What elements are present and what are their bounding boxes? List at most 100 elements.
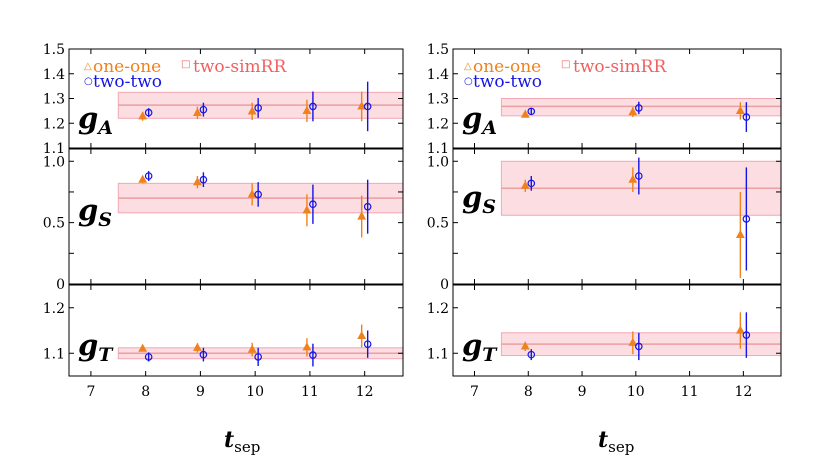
- panel-frame: [68, 148, 404, 285]
- y-tick-label: 1.1: [427, 346, 449, 362]
- data-point-one-one: [520, 109, 530, 118]
- data-point-one-one: [357, 101, 367, 110]
- legend-label-one-one: one-one: [93, 57, 161, 77]
- legend-label-two-simRR: two-simRR: [193, 57, 287, 77]
- x-tick-label: 8: [141, 384, 150, 400]
- y-tick-label: 1.2: [43, 116, 65, 132]
- panel-gS: 0 0.5 1.0: [427, 148, 782, 293]
- panel-gA: 1.1 1.2 1.3 1.4 1.5: [427, 42, 782, 157]
- data-point-one-one: [735, 325, 745, 334]
- data-point-one-one: [302, 342, 312, 351]
- data-point-one-one: [192, 342, 202, 351]
- x-tick-label: 10: [246, 384, 264, 400]
- data-point-one-one: [628, 337, 638, 346]
- x-tick-label: 11: [301, 384, 319, 400]
- data-point-two-two: [742, 215, 751, 223]
- data-point-two-two: [254, 190, 262, 199]
- panel-label-gA-left: gA: [78, 101, 113, 139]
- data-point-one-one: [247, 189, 257, 198]
- data-point-two-two: [144, 172, 153, 180]
- panel-gA: 1.1 1.2 1.3 1.4 1.5: [43, 42, 404, 157]
- legend-marker-one-one: △: [84, 61, 92, 72]
- data-point-one-one: [302, 205, 312, 214]
- y-tick-label: 1.1: [427, 141, 449, 157]
- legend-left: △ one-one □ two-simRR ○ two-two: [84, 57, 287, 92]
- legend-label-one-one: one-one: [473, 57, 541, 77]
- y-tick-label: 1.3: [43, 92, 65, 108]
- data-point-two-two: [363, 202, 372, 211]
- data-point-one-one: [192, 107, 202, 116]
- legend-marker-two-two: ○: [464, 76, 473, 87]
- y-tick-label: 0.5: [43, 216, 65, 232]
- x-tick-label: 7: [470, 384, 479, 400]
- panel-label-gS-left: gS: [78, 193, 112, 231]
- data-point-one-one: [628, 107, 638, 116]
- x-tick-label: 12: [356, 384, 374, 400]
- data-point-two-two: [635, 104, 643, 112]
- y-tick-label: 1.4: [43, 67, 65, 83]
- data-point-two-two: [309, 102, 317, 111]
- data-point-one-one: [628, 174, 638, 183]
- data-point-two-two: [254, 353, 262, 361]
- data-point-two-two: [199, 350, 208, 359]
- panel-gS: 0 0.5 1.0: [43, 148, 404, 293]
- y-tick-label: 1.5: [427, 42, 449, 58]
- data-point-two-two: [309, 200, 317, 209]
- y-tick-label: 0: [56, 277, 65, 293]
- chart-left: 1.11.21.31.41.500.51.01.11.27 8 9 10 11 12: [43, 42, 404, 400]
- y-tick-label: 1.2: [43, 301, 65, 317]
- data-point-two-two: [199, 105, 208, 114]
- data-point-one-one: [138, 174, 148, 183]
- data-point-two-two: [527, 350, 536, 359]
- data-point-one-one: [138, 343, 148, 352]
- data-point-two-two: [199, 175, 208, 184]
- data-point-two-two: [527, 179, 536, 188]
- data-point-two-two: [144, 108, 153, 117]
- data-point-one-one: [520, 341, 530, 350]
- legend-marker-two-simRR: □: [181, 59, 190, 70]
- panel-label-gT-left: gT: [78, 328, 114, 366]
- data-point-one-one: [302, 105, 312, 114]
- legend-label-two-simRR: two-simRR: [573, 57, 667, 77]
- legend-label-two-two: two-two: [93, 72, 162, 92]
- data-point-two-two: [309, 351, 317, 359]
- y-tick-label: 0: [440, 277, 449, 293]
- x-tick-label: 11: [681, 384, 699, 400]
- data-point-one-one: [247, 344, 257, 353]
- x-tick-label: 10: [627, 384, 645, 400]
- data-point-one-one: [735, 229, 745, 239]
- data-point-one-one: [520, 180, 530, 189]
- panel-gT: 1.1 1.2: [427, 284, 782, 377]
- y-tick-label: 1.1: [43, 346, 65, 362]
- x-tick-label: 9: [578, 384, 587, 400]
- data-point-two-two: [742, 113, 751, 121]
- x-axis-label-left: tsep: [224, 427, 260, 456]
- y-tick-label: 1.2: [427, 116, 449, 132]
- y-tick-label: 1.2: [427, 301, 449, 317]
- data-point-one-one: [357, 211, 367, 220]
- data-point-two-two: [144, 353, 153, 361]
- legend-right: △ one-one □ two-simRR ○ two-two: [464, 57, 667, 92]
- y-tick-label: 1.3: [427, 92, 449, 108]
- x-axis-label-right: tsep: [598, 427, 634, 456]
- data-point-two-two: [254, 104, 262, 112]
- data-point-two-two: [742, 331, 751, 339]
- x-tick-label: 8: [524, 384, 533, 400]
- legend-marker-one-one: △: [464, 61, 472, 72]
- x-tick-label: 9: [196, 384, 205, 400]
- panel-frame: [68, 284, 404, 377]
- data-point-one-one: [192, 177, 202, 186]
- x-tick-label: 12: [734, 384, 752, 400]
- legend-label-two-two: two-two: [473, 72, 542, 92]
- data-point-two-two: [635, 172, 643, 180]
- panel-gT: 1.1 1.2: [43, 284, 404, 377]
- data-point-one-one: [247, 106, 257, 115]
- y-tick-label: 1.5: [43, 42, 65, 58]
- panel-label-gT-right: gT: [462, 328, 498, 366]
- data-point-two-two: [635, 342, 643, 351]
- data-point-one-one: [357, 330, 367, 340]
- data-point-one-one: [138, 111, 148, 120]
- data-point-two-two: [527, 107, 536, 116]
- y-tick-label: 0.5: [427, 216, 449, 232]
